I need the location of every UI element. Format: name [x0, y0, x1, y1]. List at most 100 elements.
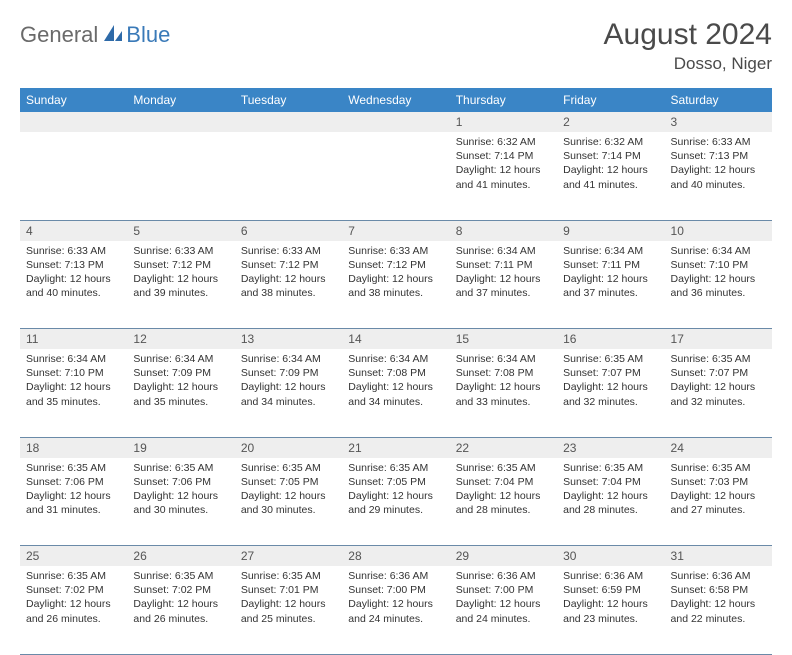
- day-number-cell: 24: [665, 437, 772, 458]
- day-number-cell: 8: [450, 220, 557, 241]
- day-number-cell: 31: [665, 546, 772, 567]
- day-cell: Sunrise: 6:35 AMSunset: 7:02 PMDaylight:…: [127, 566, 234, 654]
- day-cell: Sunrise: 6:34 AMSunset: 7:11 PMDaylight:…: [557, 241, 664, 329]
- day-details: Sunrise: 6:35 AMSunset: 7:07 PMDaylight:…: [557, 349, 664, 415]
- day-number-cell: [342, 112, 449, 132]
- day-cell: Sunrise: 6:35 AMSunset: 7:06 PMDaylight:…: [127, 458, 234, 546]
- day-number-cell: 11: [20, 329, 127, 350]
- day-details: Sunrise: 6:35 AMSunset: 7:05 PMDaylight:…: [235, 458, 342, 524]
- day-cell: [342, 132, 449, 220]
- daylight-line: Daylight: 12 hours and 34 minutes.: [241, 380, 336, 408]
- day-details: Sunrise: 6:33 AMSunset: 7:12 PMDaylight:…: [235, 241, 342, 307]
- weekday-header: Friday: [557, 88, 664, 112]
- day-number-cell: [20, 112, 127, 132]
- day-details: Sunrise: 6:35 AMSunset: 7:01 PMDaylight:…: [235, 566, 342, 632]
- sunrise-line: Sunrise: 6:34 AM: [456, 244, 551, 258]
- day-cell: Sunrise: 6:34 AMSunset: 7:09 PMDaylight:…: [127, 349, 234, 437]
- sunset-line: Sunset: 7:10 PM: [26, 366, 121, 380]
- day-details: Sunrise: 6:35 AMSunset: 7:03 PMDaylight:…: [665, 458, 772, 524]
- sunset-line: Sunset: 7:06 PM: [133, 475, 228, 489]
- daylight-line: Daylight: 12 hours and 32 minutes.: [671, 380, 766, 408]
- daylight-line: Daylight: 12 hours and 30 minutes.: [241, 489, 336, 517]
- sunset-line: Sunset: 7:02 PM: [133, 583, 228, 597]
- day-cell: Sunrise: 6:35 AMSunset: 7:05 PMDaylight:…: [235, 458, 342, 546]
- day-cell: Sunrise: 6:33 AMSunset: 7:13 PMDaylight:…: [665, 132, 772, 220]
- day-number-cell: 29: [450, 546, 557, 567]
- day-number-cell: 1: [450, 112, 557, 132]
- daylight-line: Daylight: 12 hours and 36 minutes.: [671, 272, 766, 300]
- day-content-row: Sunrise: 6:35 AMSunset: 7:06 PMDaylight:…: [20, 458, 772, 546]
- daylight-line: Daylight: 12 hours and 41 minutes.: [563, 163, 658, 191]
- sunrise-line: Sunrise: 6:35 AM: [26, 461, 121, 475]
- daylight-line: Daylight: 12 hours and 33 minutes.: [456, 380, 551, 408]
- day-number-cell: 16: [557, 329, 664, 350]
- day-number-cell: 12: [127, 329, 234, 350]
- day-details: Sunrise: 6:36 AMSunset: 7:00 PMDaylight:…: [450, 566, 557, 632]
- day-details: Sunrise: 6:33 AMSunset: 7:13 PMDaylight:…: [665, 132, 772, 198]
- day-cell: Sunrise: 6:32 AMSunset: 7:14 PMDaylight:…: [557, 132, 664, 220]
- day-details: Sunrise: 6:36 AMSunset: 6:59 PMDaylight:…: [557, 566, 664, 632]
- day-details: Sunrise: 6:35 AMSunset: 7:02 PMDaylight:…: [127, 566, 234, 632]
- sunrise-line: Sunrise: 6:33 AM: [348, 244, 443, 258]
- day-cell: Sunrise: 6:36 AMSunset: 7:00 PMDaylight:…: [342, 566, 449, 654]
- day-cell: Sunrise: 6:35 AMSunset: 7:03 PMDaylight:…: [665, 458, 772, 546]
- sunset-line: Sunset: 7:09 PM: [241, 366, 336, 380]
- weekday-header: Sunday: [20, 88, 127, 112]
- weekday-header: Monday: [127, 88, 234, 112]
- daylight-line: Daylight: 12 hours and 39 minutes.: [133, 272, 228, 300]
- day-number-row: 123: [20, 112, 772, 132]
- location: Dosso, Niger: [604, 54, 772, 74]
- day-details: Sunrise: 6:34 AMSunset: 7:10 PMDaylight:…: [20, 349, 127, 415]
- sunset-line: Sunset: 7:04 PM: [563, 475, 658, 489]
- day-details: Sunrise: 6:35 AMSunset: 7:05 PMDaylight:…: [342, 458, 449, 524]
- logo-sail-icon: [102, 23, 124, 48]
- day-cell: Sunrise: 6:34 AMSunset: 7:09 PMDaylight:…: [235, 349, 342, 437]
- sunset-line: Sunset: 6:58 PM: [671, 583, 766, 597]
- day-cell: [20, 132, 127, 220]
- day-cell: Sunrise: 6:35 AMSunset: 7:05 PMDaylight:…: [342, 458, 449, 546]
- day-cell: Sunrise: 6:36 AMSunset: 6:59 PMDaylight:…: [557, 566, 664, 654]
- sunset-line: Sunset: 7:03 PM: [671, 475, 766, 489]
- day-number-cell: 4: [20, 220, 127, 241]
- sunset-line: Sunset: 7:02 PM: [26, 583, 121, 597]
- day-details: Sunrise: 6:35 AMSunset: 7:04 PMDaylight:…: [450, 458, 557, 524]
- day-details: Sunrise: 6:34 AMSunset: 7:11 PMDaylight:…: [557, 241, 664, 307]
- day-number-cell: 14: [342, 329, 449, 350]
- day-number-row: 11121314151617: [20, 329, 772, 350]
- day-number-row: 18192021222324: [20, 437, 772, 458]
- day-content-row: Sunrise: 6:34 AMSunset: 7:10 PMDaylight:…: [20, 349, 772, 437]
- day-details: Sunrise: 6:34 AMSunset: 7:08 PMDaylight:…: [342, 349, 449, 415]
- daylight-line: Daylight: 12 hours and 32 minutes.: [563, 380, 658, 408]
- day-cell: Sunrise: 6:33 AMSunset: 7:13 PMDaylight:…: [20, 241, 127, 329]
- day-cell: Sunrise: 6:34 AMSunset: 7:11 PMDaylight:…: [450, 241, 557, 329]
- sunset-line: Sunset: 7:12 PM: [348, 258, 443, 272]
- day-cell: Sunrise: 6:33 AMSunset: 7:12 PMDaylight:…: [127, 241, 234, 329]
- day-details: Sunrise: 6:34 AMSunset: 7:11 PMDaylight:…: [450, 241, 557, 307]
- weekday-header-row: Sunday Monday Tuesday Wednesday Thursday…: [20, 88, 772, 112]
- logo-text-general: General: [20, 22, 98, 48]
- sunrise-line: Sunrise: 6:34 AM: [26, 352, 121, 366]
- day-number-cell: 15: [450, 329, 557, 350]
- day-number-cell: 22: [450, 437, 557, 458]
- day-cell: Sunrise: 6:35 AMSunset: 7:04 PMDaylight:…: [557, 458, 664, 546]
- sunrise-line: Sunrise: 6:32 AM: [456, 135, 551, 149]
- day-number-cell: 6: [235, 220, 342, 241]
- sunrise-line: Sunrise: 6:34 AM: [133, 352, 228, 366]
- day-number-cell: 26: [127, 546, 234, 567]
- sunset-line: Sunset: 7:12 PM: [241, 258, 336, 272]
- day-number-cell: 30: [557, 546, 664, 567]
- sunset-line: Sunset: 7:14 PM: [456, 149, 551, 163]
- day-details: Sunrise: 6:36 AMSunset: 6:58 PMDaylight:…: [665, 566, 772, 632]
- sunset-line: Sunset: 7:08 PM: [456, 366, 551, 380]
- daylight-line: Daylight: 12 hours and 31 minutes.: [26, 489, 121, 517]
- daylight-line: Daylight: 12 hours and 27 minutes.: [671, 489, 766, 517]
- day-number-cell: 10: [665, 220, 772, 241]
- daylight-line: Daylight: 12 hours and 28 minutes.: [563, 489, 658, 517]
- day-content-row: Sunrise: 6:33 AMSunset: 7:13 PMDaylight:…: [20, 241, 772, 329]
- day-cell: Sunrise: 6:35 AMSunset: 7:06 PMDaylight:…: [20, 458, 127, 546]
- day-number-cell: 27: [235, 546, 342, 567]
- month-title: August 2024: [604, 18, 772, 52]
- sunrise-line: Sunrise: 6:35 AM: [133, 461, 228, 475]
- day-details: Sunrise: 6:36 AMSunset: 7:00 PMDaylight:…: [342, 566, 449, 632]
- day-cell: Sunrise: 6:36 AMSunset: 6:58 PMDaylight:…: [665, 566, 772, 654]
